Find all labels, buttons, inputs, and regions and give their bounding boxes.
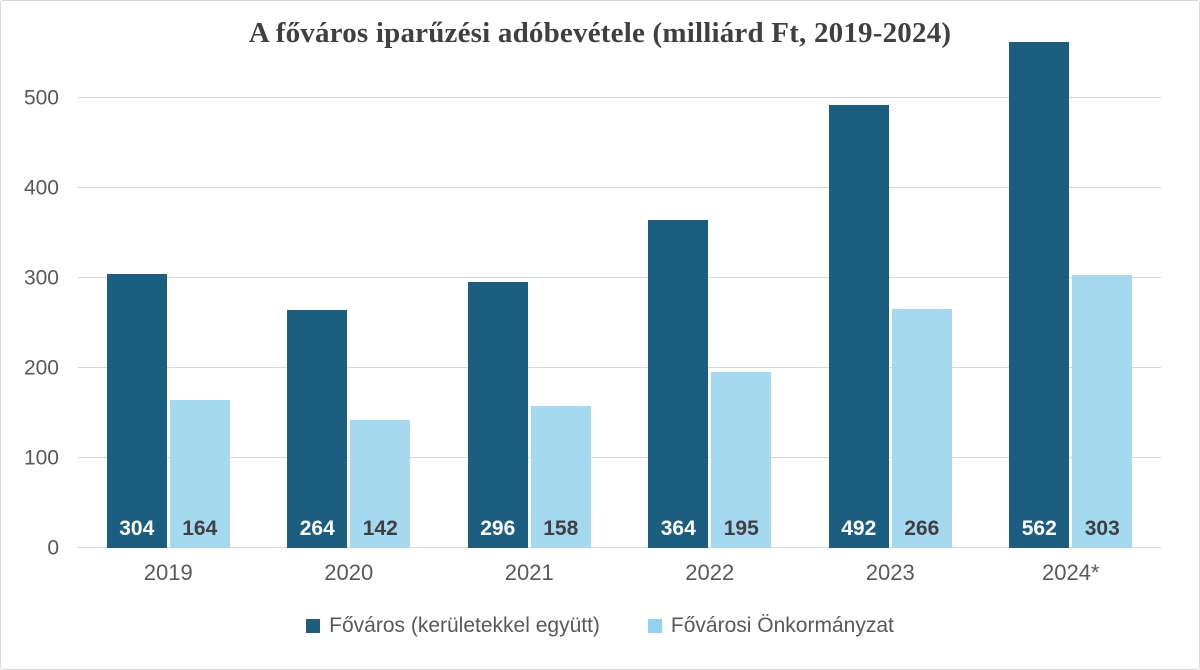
bar: 304 — [106, 274, 167, 548]
bar-groups: 304 164 264 142 296 158 364 195 492 266 562 303 — [78, 42, 1161, 548]
legend-swatch-icon — [647, 619, 662, 633]
bar-group-2024: 562 303 — [981, 42, 1162, 548]
bar: 492 — [828, 105, 889, 548]
chart-title: A főváros iparűzési adóbevétele (milliár… — [248, 17, 952, 49]
x-axis-tick-label: 2020 — [324, 560, 374, 585]
bar-group-2023: 492 266 — [800, 42, 981, 548]
bar: 266 — [891, 308, 952, 548]
legend-item: Fővárosi Önkormányzat — [647, 614, 894, 638]
legend-label: Főváros (kerületekkel együtt) — [329, 614, 600, 637]
bar: 158 — [530, 405, 591, 548]
x-axis-tick-label: 2023 — [865, 560, 915, 585]
bar: 164 — [169, 400, 230, 548]
bar: 264 — [287, 310, 348, 548]
y-axis-tick-label: 0 — [47, 536, 59, 560]
bar-value-label: 195 — [723, 517, 759, 540]
bar-value-label: 142 — [362, 517, 398, 540]
y-axis-tick-label: 100 — [23, 446, 59, 470]
gridline — [78, 366, 1161, 368]
bar-group-2022: 364 195 — [620, 42, 801, 548]
legend-label: Fővárosi Önkormányzat — [670, 614, 894, 637]
gridline — [78, 547, 1161, 548]
bar: 303 — [1072, 275, 1133, 548]
bar-value-label: 158 — [543, 517, 579, 540]
legend: Főváros (kerületekkel együtt) Fővárosi Ön… — [1, 614, 1199, 638]
bar-value-label: 304 — [119, 517, 155, 540]
gridline — [78, 96, 1161, 98]
gridline — [78, 276, 1161, 278]
x-axis: 2019 2020 2021 2022 2023 2024* — [78, 560, 1161, 586]
bar-value-label: 296 — [480, 517, 516, 540]
bar-group-2020: 264 142 — [259, 42, 440, 548]
y-axis-tick-label: 300 — [23, 266, 59, 290]
x-axis-tick-label: 2019 — [143, 560, 193, 585]
plot-area: 304 164 264 142 296 158 364 195 492 266 562 303 — [78, 42, 1161, 548]
y-axis-tick-label: 200 — [23, 356, 59, 380]
bar: 562 — [1009, 42, 1070, 548]
y-axis-tick-label: 400 — [23, 176, 59, 200]
bar-group-2021: 296 158 — [439, 42, 620, 548]
legend-swatch-icon — [306, 619, 321, 633]
bar: 296 — [467, 281, 528, 548]
bar-value-label: 264 — [299, 517, 335, 540]
bar-value-label: 492 — [841, 517, 877, 540]
y-axis-tick-label: 500 — [23, 86, 59, 110]
bar-value-label: 364 — [660, 517, 696, 540]
gridline — [78, 456, 1161, 458]
bar-value-label: 303 — [1084, 517, 1120, 540]
legend-item: Főváros (kerületekkel együtt) — [306, 614, 600, 638]
bar: 142 — [350, 420, 411, 548]
y-axis: 0 100 200 300 400 500 — [1, 42, 63, 558]
bar: 364 — [648, 220, 709, 548]
x-axis-tick-label: 2024* — [1041, 560, 1100, 585]
gridline — [78, 186, 1161, 188]
bar-group-2019: 304 164 — [78, 42, 259, 548]
bar-value-label: 562 — [1021, 517, 1057, 540]
x-axis-tick-label: 2022 — [685, 560, 735, 585]
bar: 195 — [711, 372, 772, 548]
bar-value-label: 266 — [904, 517, 940, 540]
bar-value-label: 164 — [182, 517, 218, 540]
x-axis-tick-label: 2021 — [504, 560, 554, 585]
